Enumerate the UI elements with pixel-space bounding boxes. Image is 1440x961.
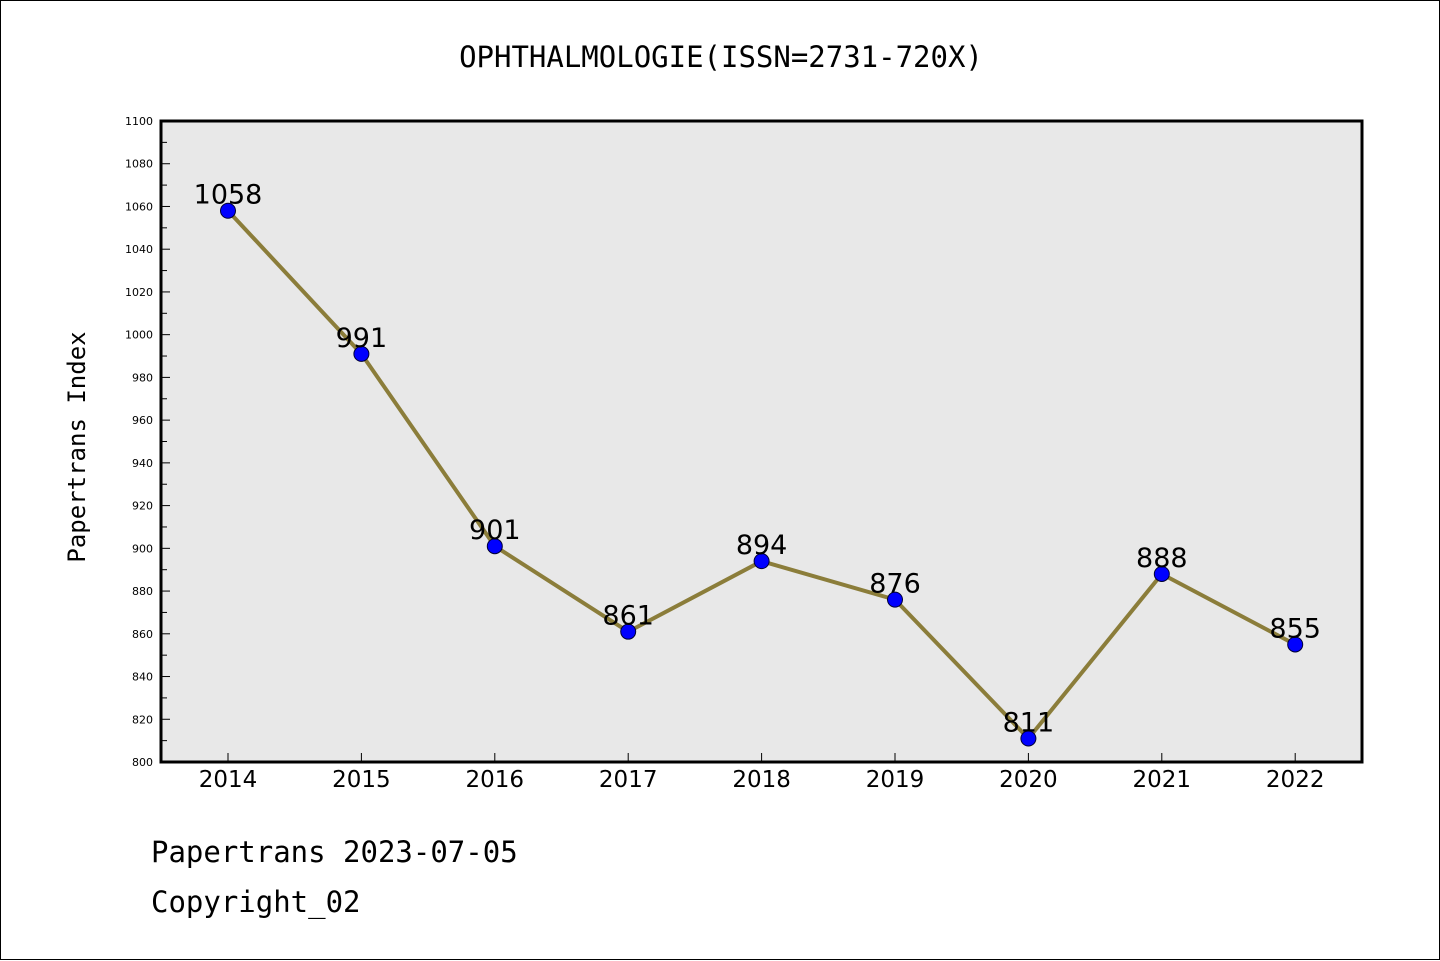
series-group: 1058 991 901 861 894 876 811 888 855 [194, 180, 1321, 747]
data-point [753, 553, 770, 570]
plot-area [159, 119, 1364, 764]
y-tick-label: 940 [132, 457, 153, 470]
y-tick-label: 860 [132, 628, 153, 641]
data-point [620, 623, 637, 640]
data-label: 855 [1269, 613, 1321, 644]
data-point [220, 202, 236, 219]
y-tick-label: 1060 [125, 200, 153, 213]
footer-copyright: Copyright_02 [151, 885, 361, 919]
y-tick-label: 840 [132, 671, 153, 684]
data-point [1153, 565, 1170, 582]
data-label: 894 [736, 530, 788, 561]
y-tick-label: 1100 [125, 115, 153, 128]
data-label: 861 [602, 601, 654, 632]
y-tick-label: 1020 [125, 286, 153, 299]
y-tick-label: 900 [132, 542, 153, 555]
y-tick-label: 1080 [125, 158, 153, 171]
data-label: 991 [336, 323, 388, 354]
x-tick-label: 2015 [332, 767, 391, 793]
data-label: 1058 [194, 180, 263, 211]
x-tick-label: 2016 [466, 767, 525, 793]
y-axis: 800 820 840 860 880 900 920 940 960 980 1000 1020 10… [125, 115, 170, 769]
footer-date: Papertrans 2023-07-05 [151, 835, 518, 869]
x-axis: 2014 2015 2016 2017 2018 2019 2020 2021 2022 [199, 753, 1325, 793]
data-point [1020, 730, 1037, 747]
x-tick-label: 2021 [1133, 767, 1192, 793]
x-tick-label: 2020 [999, 767, 1058, 793]
data-label: 811 [1003, 707, 1055, 738]
y-tick-label: 920 [132, 500, 153, 513]
x-tick-label: 2019 [866, 767, 925, 793]
y-tick-label: 960 [132, 414, 153, 427]
y-tick-label: 1040 [125, 243, 153, 256]
x-tick-label: 2022 [1266, 767, 1325, 793]
chart-title: OPHTHALMOLOGIE(ISSN=2731-720X) [459, 40, 983, 74]
data-label: 876 [869, 569, 921, 600]
x-tick-label: 2018 [732, 767, 791, 793]
x-tick-label: 2017 [599, 767, 658, 793]
y-tick-label: 800 [132, 756, 153, 769]
data-label: 901 [469, 515, 521, 546]
data-point [887, 591, 903, 608]
y-tick-label: 1000 [125, 329, 153, 342]
y-tick-label: 880 [132, 585, 153, 598]
data-point [486, 538, 503, 555]
y-axis-label: Papertrans Index [63, 331, 91, 562]
data-point [1287, 636, 1304, 653]
x-tick-label: 2014 [199, 767, 258, 793]
data-label: 888 [1136, 543, 1188, 574]
y-tick-label: 820 [132, 713, 153, 726]
data-point [353, 345, 370, 362]
y-tick-label: 980 [132, 371, 153, 384]
